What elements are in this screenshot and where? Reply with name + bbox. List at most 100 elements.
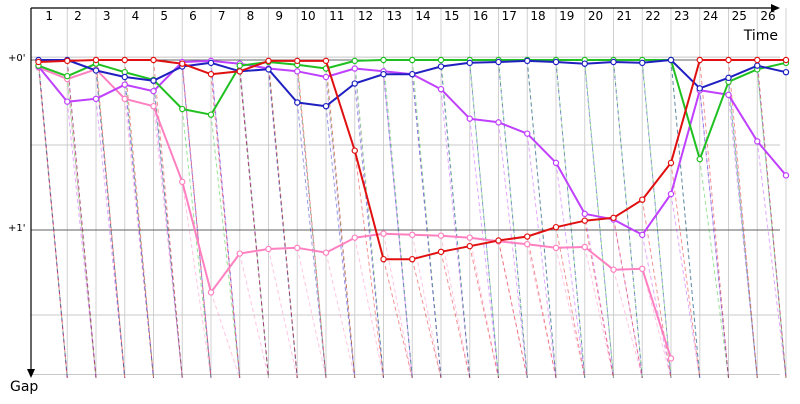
series-1-lap-connector [296, 71, 327, 379]
series-2-lap-connector [296, 64, 327, 379]
series-3-point [409, 70, 416, 78]
series-2-lap-connector [756, 69, 787, 379]
series-4-lap-connector [239, 71, 269, 379]
series-4-point [409, 255, 416, 263]
lap-label: 10 [300, 9, 315, 23]
series-2-lap-connector [613, 59, 643, 379]
series-2-lap-connector [181, 108, 212, 379]
series-4-point [552, 223, 560, 231]
series-3-point [92, 67, 100, 74]
series-1-lap-connector [613, 219, 643, 379]
series-1-lap-connector [641, 234, 672, 379]
series-1-lap-connector [498, 122, 528, 379]
series-3-lap-connector [526, 60, 557, 379]
series-4-point [294, 57, 301, 65]
series-1-point [581, 210, 588, 218]
series-4-lap-connector [526, 236, 557, 379]
series-0-point [236, 250, 243, 257]
series-4-point [322, 57, 330, 65]
series-0-point [552, 244, 560, 252]
series-1-lap-connector [354, 68, 384, 379]
series-3-lap-connector [469, 62, 499, 379]
series-4-lap-connector [383, 259, 413, 379]
series-3-lap-connector [210, 62, 241, 379]
series-1-point [351, 65, 358, 72]
series-1-point [639, 231, 646, 239]
series-1-point [782, 172, 790, 179]
series-4-point [351, 147, 358, 154]
series-4-point [437, 248, 445, 256]
lap-label: 5 [160, 9, 168, 23]
series-2-lap-connector [469, 59, 499, 379]
series-0-lap-connector [296, 247, 327, 379]
series-4-point [667, 159, 675, 167]
series-3-lap-connector [38, 59, 68, 379]
series-2-point [696, 155, 703, 163]
series-3-lap-connector [153, 80, 183, 379]
labels-layer: 1 2 3 4 5 6 7 8 9 10 11 12 13 14 15 16 17 18 19 20 21 22 23 24 2… [8, 9, 778, 395]
series-1-point [150, 87, 157, 95]
series-1-point [552, 159, 560, 167]
series-4-point [639, 196, 646, 203]
series-0-point [121, 95, 128, 103]
series-4-lap-connector [641, 199, 672, 379]
series-3-point [495, 58, 502, 66]
series-1-point [667, 190, 675, 198]
series-3-lap-connector [239, 71, 269, 379]
series-0-point [610, 266, 617, 273]
series-0-lap-connector [95, 69, 126, 379]
lap-label: 6 [189, 9, 197, 23]
series-4-point [150, 56, 157, 64]
series-2-point [380, 56, 387, 64]
series-2-lap-connector [124, 72, 154, 379]
series-2-lap-connector [699, 159, 729, 379]
series-3-lap-connector [670, 59, 701, 379]
series-4-lap-connector [555, 227, 586, 379]
series-1-point [121, 81, 128, 88]
series-4-lap-connector [498, 240, 528, 379]
series-3-lap-connector [440, 66, 471, 379]
series-0-lap-connector [469, 237, 499, 379]
series-0-point [150, 102, 157, 110]
lap-label: 14 [415, 9, 430, 23]
series-1-lap-connector [383, 71, 413, 379]
series-0-lap-connector [181, 181, 212, 379]
lap-label: 13 [387, 9, 402, 23]
series-3-point [782, 68, 790, 76]
series-4-lap-connector [411, 259, 442, 379]
series-3-lap-connector [756, 65, 787, 379]
series-0-point [207, 289, 215, 296]
series-3-lap-connector [584, 63, 614, 379]
lap-label: 7 [218, 9, 226, 23]
series-1-point [294, 68, 301, 75]
lap-label: 24 [703, 9, 718, 23]
series-0-point [294, 244, 301, 252]
y-axis-arrow-icon [27, 369, 35, 378]
series-4-point [380, 255, 387, 263]
series-3-point [294, 99, 301, 106]
series-3-lap-connector [95, 70, 126, 379]
x-axis-title: Time [743, 28, 778, 44]
series-4-point [64, 57, 71, 65]
series-2-lap-connector [670, 59, 701, 379]
series-0-lap-connector [641, 268, 672, 379]
series-4-lap-connector [756, 59, 787, 379]
series-1-lap-connector [411, 74, 442, 379]
lap-label: 16 [473, 9, 488, 23]
series-3-point [351, 80, 358, 87]
series-0-point [179, 178, 186, 186]
lap-label: 23 [674, 9, 689, 23]
series-1-lap-connector [181, 61, 212, 379]
series-2-point [207, 111, 215, 118]
lap-label: 15 [444, 9, 459, 23]
series-3-lap-connector [728, 77, 758, 379]
series-4-point [179, 60, 186, 67]
series-3-lap-connector [411, 74, 442, 379]
series-2-point [409, 56, 416, 64]
series-4-point [754, 56, 761, 64]
series-3-point [265, 66, 272, 73]
lap-label: 2 [74, 9, 82, 23]
series-1-point [64, 98, 71, 105]
series-0-lap-connector [555, 247, 586, 379]
